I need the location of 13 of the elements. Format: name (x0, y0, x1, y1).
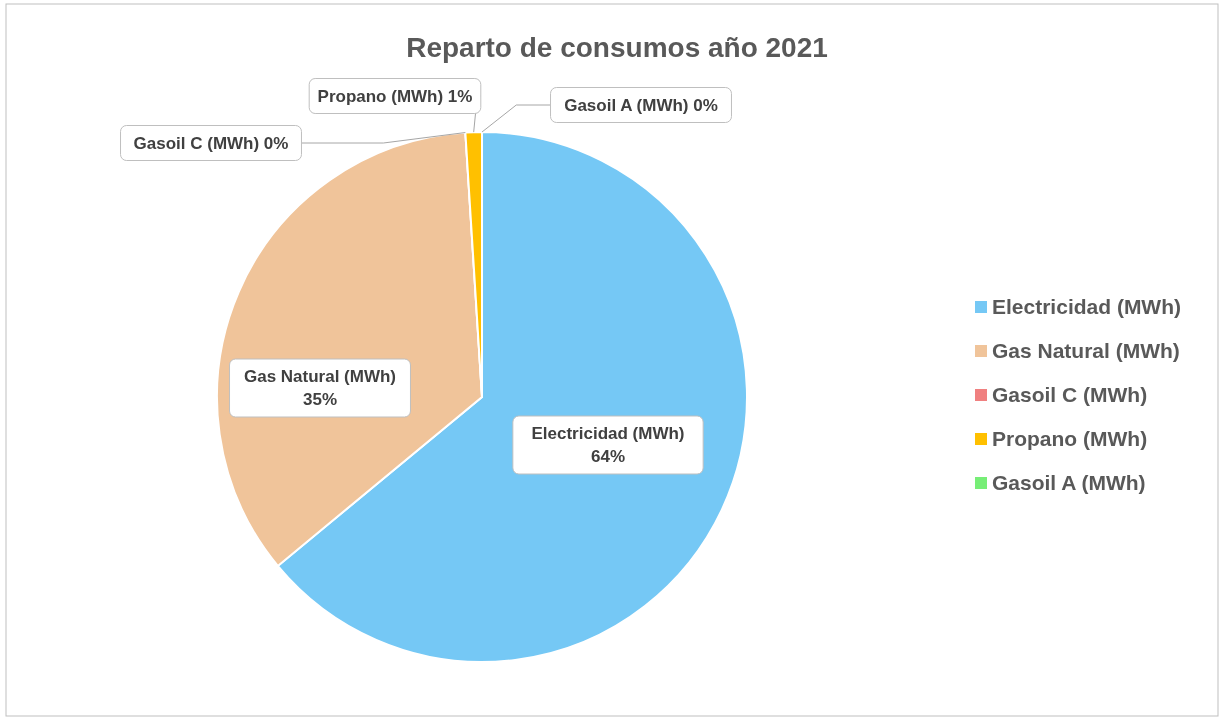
slice-label: Gas Natural (MWh) (243, 367, 397, 386)
category-label: Gasoil A (MWh) 0% (564, 95, 718, 115)
legend-label: Gas Natural (MWh) (992, 339, 1180, 362)
legend-label: Electricidad (MWh) (992, 295, 1182, 318)
category-label: Propano (MWh) 1% (317, 86, 473, 106)
chart-title: Reparto de consumos año 2021 (406, 32, 828, 63)
category-label: Gasoil C (MWh) 0% (133, 133, 289, 153)
slice-label: Electricidad (MWh) (531, 424, 685, 443)
legend-label: Gasoil C (MWh) (992, 383, 1148, 406)
legend-label: Gasoil A (MWh) (992, 471, 1146, 494)
data-label: 64% (590, 447, 626, 466)
data-label: 35% (302, 390, 338, 409)
legend-label: Propano (MWh) (992, 427, 1148, 450)
